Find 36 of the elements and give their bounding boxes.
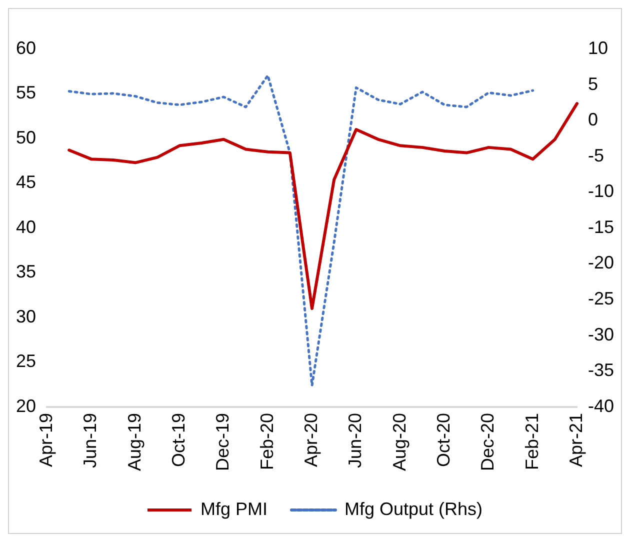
x-tick-label: Oct-20: [433, 412, 454, 467]
y2-tick-label: -25: [588, 288, 614, 309]
x-tick-label: Apr-20: [300, 412, 321, 467]
y-tick-label: 20: [16, 396, 36, 416]
x-tick-label: Feb-20: [256, 412, 277, 470]
y2-tick-label: 10: [588, 38, 608, 58]
y2-tick-label: -35: [588, 360, 614, 380]
x-tick-label: Dec-20: [478, 412, 498, 471]
x-tick-label: Jun-19: [80, 412, 100, 468]
y-tick-label: 50: [16, 127, 36, 148]
x-tick-label: Apr-21: [566, 412, 586, 467]
y-tick-label: 45: [16, 172, 36, 192]
x-tick-label: Dec-19: [212, 412, 233, 471]
y2-tick-label: -15: [588, 216, 614, 237]
x-tick-label: Aug-20: [389, 412, 410, 472]
y2-tick-label: -10: [588, 181, 614, 202]
line-series: [68, 74, 534, 387]
y2-tick-label: -5: [588, 145, 604, 166]
legend-label: Mfg Output (Rhs): [344, 498, 483, 519]
legend-label: Mfg PMI: [200, 498, 268, 519]
y-tick-label: 40: [16, 216, 36, 237]
x-tick-label: Aug-19: [124, 412, 144, 472]
y-tick-label: 30: [16, 306, 36, 326]
y2-tick-label: 5: [588, 74, 598, 94]
y-tick-label: 35: [16, 262, 36, 282]
y2-tick-label: -20: [588, 252, 614, 273]
y-tick-label: 55: [16, 82, 36, 103]
y2-tick-label: -30: [588, 324, 614, 344]
x-tick-label: Apr-19: [36, 412, 56, 467]
x-tick-label: Jun-20: [345, 412, 366, 468]
x-tick-label: Feb-21: [522, 412, 542, 470]
y2-tick-label: -40: [588, 396, 614, 416]
y-tick-label: 25: [16, 351, 36, 372]
y2-tick-label: 0: [588, 110, 598, 130]
x-tick-label: Oct-19: [168, 412, 188, 467]
y-tick-label: 60: [16, 38, 36, 58]
